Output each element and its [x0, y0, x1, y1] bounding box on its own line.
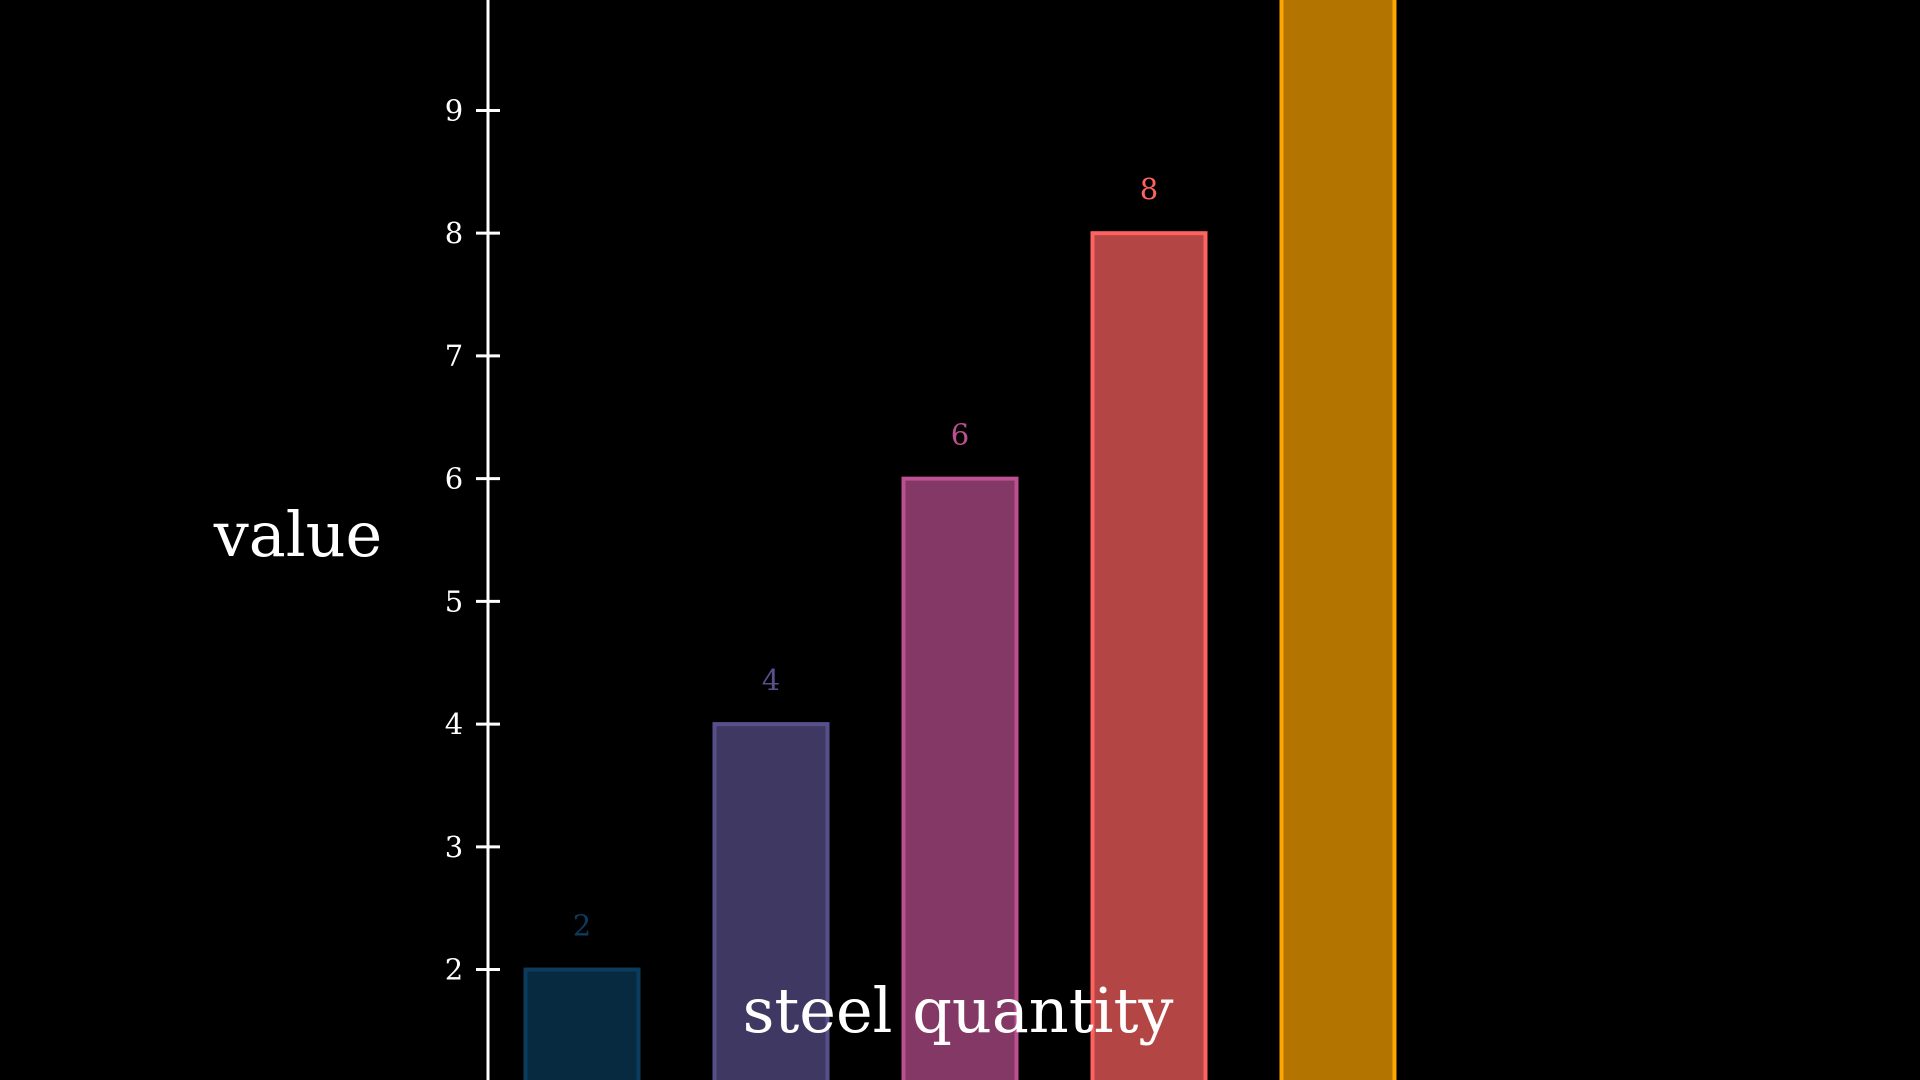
y-tick-label: 5 [445, 584, 463, 618]
bar [1090, 231, 1208, 1080]
bar [712, 722, 830, 1080]
bar-value-label: 6 [951, 418, 969, 452]
bar [901, 476, 1019, 1080]
bar-group [523, 0, 1397, 1080]
x-axis-title: steel quantity [743, 974, 1174, 1047]
bar-value-label: 4 [762, 663, 780, 697]
data-label-group: 2 4 6 8 [573, 172, 1158, 942]
y-tick-label: 4 [445, 707, 463, 741]
y-axis-ticks: 2 3 4 5 6 7 8 9 [445, 93, 500, 987]
bar [1279, 0, 1397, 1080]
bar [523, 967, 641, 1080]
y-tick-label: 8 [445, 216, 463, 250]
y-tick-label: 2 [445, 953, 463, 987]
y-tick-label: 9 [445, 93, 463, 127]
y-tick-label: 6 [445, 462, 463, 496]
y-tick-label: 7 [445, 339, 463, 373]
bar-value-label: 8 [1140, 172, 1158, 206]
y-tick-label: 3 [445, 830, 463, 864]
y-axis-title: value [213, 498, 382, 571]
bar-value-label: 2 [573, 909, 591, 943]
